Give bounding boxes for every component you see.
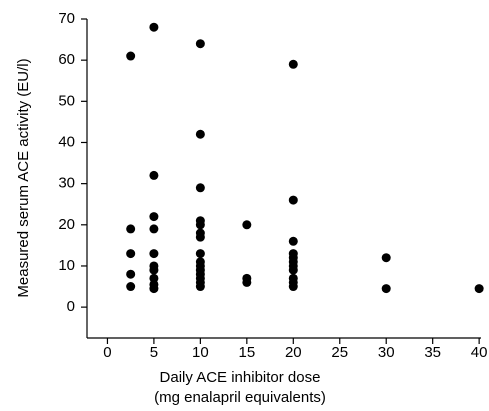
- point: [242, 220, 252, 230]
- point: [288, 59, 298, 69]
- x-tick-label: 40: [471, 344, 488, 361]
- point: [195, 220, 205, 230]
- point: [149, 249, 159, 259]
- x-axis-label: (mg enalapril equivalents): [154, 389, 326, 406]
- x-tick-label: 15: [238, 344, 255, 361]
- point: [288, 265, 298, 275]
- y-tick-label: 10: [58, 257, 75, 274]
- y-tick-label: 0: [67, 298, 75, 315]
- x-tick-label: 35: [424, 344, 441, 361]
- x-axis-label: Daily ACE inhibitor dose: [160, 369, 321, 386]
- point: [149, 265, 159, 275]
- point: [195, 129, 205, 139]
- y-tick-label: 50: [58, 92, 75, 109]
- point: [195, 39, 205, 49]
- y-tick-label: 70: [58, 10, 75, 27]
- x-tick-label: 30: [378, 344, 395, 361]
- x-tick-label: 5: [150, 344, 158, 361]
- x-tick-label: 20: [285, 344, 302, 361]
- point: [288, 282, 298, 292]
- point: [288, 195, 298, 205]
- point: [126, 269, 136, 279]
- x-tick-label: 25: [331, 344, 348, 361]
- point: [126, 51, 136, 61]
- point: [195, 232, 205, 242]
- point: [126, 282, 136, 292]
- y-tick-label: 60: [58, 51, 75, 68]
- y-tick-label: 20: [58, 216, 75, 233]
- point: [149, 212, 159, 222]
- x-tick-label: 10: [192, 344, 209, 361]
- point: [381, 253, 391, 263]
- point: [149, 22, 159, 32]
- x-tick-label: 0: [103, 344, 111, 361]
- point: [381, 284, 391, 294]
- y-tick-label: 40: [58, 133, 75, 150]
- y-tick-label: 30: [58, 175, 75, 192]
- point: [195, 183, 205, 193]
- point: [195, 282, 205, 292]
- point: [149, 284, 159, 294]
- point: [126, 249, 136, 259]
- point: [149, 170, 159, 180]
- point: [288, 236, 298, 246]
- point: [149, 273, 159, 283]
- y-axis-label: Measured serum ACE activity (EU/l): [15, 58, 32, 297]
- point: [195, 249, 205, 259]
- point: [474, 284, 484, 294]
- point: [126, 224, 136, 234]
- point: [242, 277, 252, 287]
- point: [149, 224, 159, 234]
